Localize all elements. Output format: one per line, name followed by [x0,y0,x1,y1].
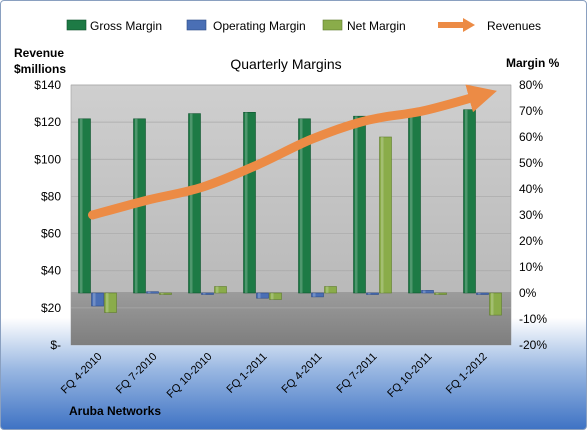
right-tick-label: 10% [519,260,543,274]
left-axis-label-line2: $millions [14,62,66,76]
legend-item-revenues[interactable]: Revenues [438,18,541,33]
category-label: FQ 10-2010 [165,351,215,401]
category-label: FQ 4-2010 [59,351,105,397]
net-margin-bar [489,292,502,316]
operating-margin-bar [476,292,489,295]
net-margin-bar [214,286,227,294]
bars [78,109,502,316]
left-tick-label: $40 [41,264,61,278]
left-tick-label: $120 [34,115,61,129]
net-margin-bar [159,292,172,295]
right-tick-label: 30% [519,208,543,222]
gross-margin-bar [353,115,366,294]
gross-margin-bar [243,112,256,294]
legend: Gross Margin Operating Margin Net Margin… [66,18,541,33]
gross-margin-bar [188,113,201,294]
left-tick-label: $- [50,338,61,352]
operating-margin-bar [91,292,104,307]
operating-margin-bar [201,292,214,295]
company-name: Aruba Networks [69,404,161,418]
legend-label-gross-margin: Gross Margin [90,19,162,33]
category-labels: FQ 4-2010 FQ 7-2010 FQ 10-2010 FQ 1-2011 FQ … [59,351,490,401]
category-label: FQ 4-2011 [280,351,325,396]
operating-margin-bar [366,292,379,295]
net-margin-bar [434,292,447,295]
right-tick-label: 0% [519,286,537,300]
right-tick-label: -10% [519,312,547,326]
right-axis-ticks: -20% -10% 0% 10% 20% 30% 40% 50% 60% 70% 80% [519,78,547,352]
legend-label-revenues: Revenues [487,19,541,33]
legend-label-operating-margin: Operating Margin [213,19,306,33]
legend-label-net-margin: Net Margin [347,19,406,33]
net-margin-bar [379,136,392,294]
right-tick-label: 70% [519,104,543,118]
net-margin-bar [269,292,282,300]
right-tick-label: 50% [519,156,543,170]
gross-margin-bar [463,109,476,294]
chart-title: Quarterly Margins [230,56,341,72]
operating-margin-bar [146,291,159,294]
legend-item-net-margin[interactable]: Net Margin [322,19,406,33]
operating-margin-bar [256,292,269,299]
right-axis-label: Margin % [506,56,560,70]
operating-margin-bar [311,292,324,298]
left-tick-label: $20 [41,301,61,315]
left-tick-label: $60 [41,227,61,241]
revenues-line [88,84,497,220]
category-label: FQ 10-2011 [385,351,434,400]
left-tick-label: $140 [34,78,61,92]
right-tick-label: 20% [519,234,543,248]
plot-area [70,84,512,346]
legend-item-operating-margin[interactable]: Operating Margin [186,19,306,33]
legend-item-gross-margin[interactable]: Gross Margin [66,19,162,33]
gross-margin-bar [298,118,311,294]
plot-floor [71,292,511,345]
category-label: FQ 7-2011 [335,351,380,396]
left-tick-label: $100 [34,152,61,166]
left-tick-label: $80 [41,189,61,203]
operating-margin-bar [421,290,434,294]
gross-margin-bar [78,118,91,294]
net-margin-bar [324,286,337,294]
gross-margin-bar [408,114,421,294]
net-margin-bar [104,292,117,313]
left-axis-label-line1: Revenue [14,46,64,60]
left-axis-ticks: $- $20 $40 $60 $80 $100 $120 $140 [34,78,61,352]
right-tick-label: 80% [519,78,543,92]
right-tick-label: 60% [519,130,543,144]
right-tick-label: -20% [519,338,547,352]
category-label: FQ 7-2010 [114,351,160,397]
category-label: FQ 1-2012 [444,351,490,397]
right-tick-label: 40% [519,182,543,196]
category-label: FQ 1-2011 [225,351,270,396]
